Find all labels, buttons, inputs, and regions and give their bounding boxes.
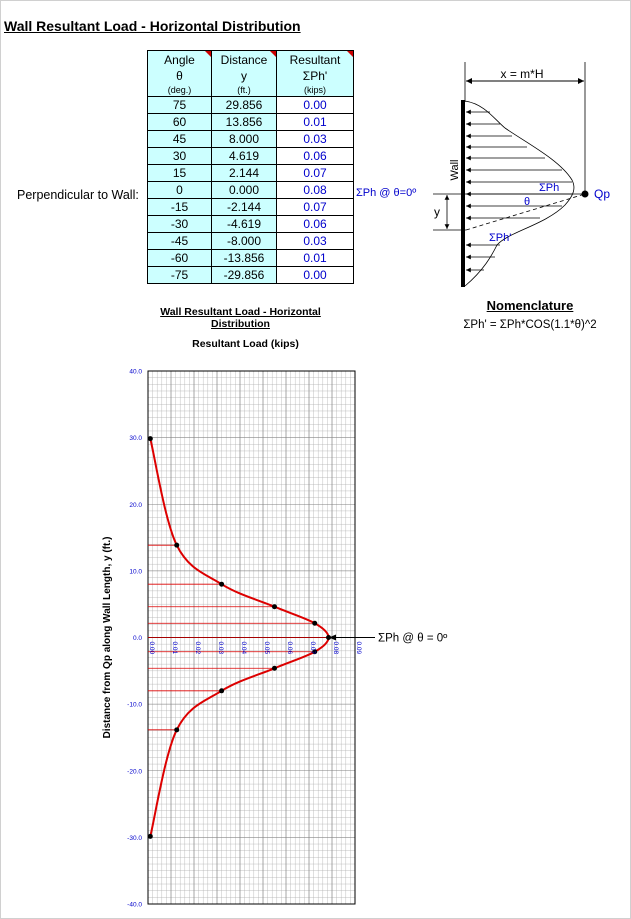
x-tick-label: 0.05 — [263, 642, 270, 655]
chart-subtitle: Resultant Load (kips) — [192, 338, 299, 350]
header-distance-symbol: y — [241, 69, 247, 83]
distance-cell[interactable]: -4.619 — [211, 215, 277, 233]
resultant-cell[interactable]: 0.07 — [276, 198, 354, 216]
data-point — [147, 436, 153, 442]
chart-title: Wall Resultant Load - Horizontal Distrib… — [160, 306, 321, 330]
distance-cell[interactable]: 0.000 — [211, 181, 277, 199]
x-tick-label: 0.07 — [309, 642, 316, 655]
angle-cell[interactable]: -60 — [147, 249, 212, 267]
nomenclature-title: Nomenclature — [486, 298, 574, 313]
distance-cell[interactable]: -8.000 — [211, 232, 277, 250]
table-row: 0 0.000 0.08 — [147, 181, 354, 199]
resultant-cell[interactable]: 0.08 — [276, 181, 354, 199]
perpendicular-label: Perpendicular to Wall: — [17, 188, 139, 202]
x-tick-label: 0.06 — [286, 642, 293, 655]
x-tick-label: 0.01 — [171, 642, 178, 655]
angle-cell[interactable]: -75 — [147, 266, 212, 284]
y-tick-label: -30.0 — [127, 835, 142, 842]
table-row: 30 4.619 0.06 — [147, 147, 354, 165]
header-angle: Angle θ (deg.) — [147, 50, 212, 97]
data-point — [219, 688, 225, 694]
x-tick-label: 0.08 — [332, 642, 339, 655]
distance-cell[interactable]: -13.856 — [211, 249, 277, 267]
y-tick-label: -40.0 — [127, 902, 142, 909]
data-point — [312, 649, 318, 655]
distance-cell[interactable]: 13.856 — [211, 113, 277, 131]
x-tick-label: 0.04 — [240, 642, 247, 655]
header-resultant-symbol: ΣPh' — [302, 69, 328, 83]
resultant-cell[interactable]: 0.00 — [276, 266, 354, 284]
y-tick-label: -10.0 — [127, 702, 142, 709]
y-tick-label: 30.0 — [129, 435, 142, 442]
y-tick-label: 40.0 — [129, 369, 142, 376]
table-row: -15 -2.144 0.07 — [147, 198, 354, 216]
x-tick-label: 0.00 — [148, 642, 155, 655]
header-angle-unit: (deg.) — [167, 85, 192, 95]
distance-cell[interactable]: 4.619 — [211, 147, 277, 165]
header-angle-symbol: θ — [176, 69, 183, 83]
data-point — [174, 727, 180, 733]
data-point — [272, 604, 277, 610]
y-axis-label: Distance from Qp along Wall Length, y (f… — [102, 537, 113, 739]
data-point — [174, 542, 180, 548]
comment-indicator-icon[interactable] — [205, 51, 211, 57]
y-tick-label: 20.0 — [129, 502, 142, 509]
angle-cell[interactable]: 15 — [147, 164, 212, 182]
resultant-cell[interactable]: 0.01 — [276, 249, 354, 267]
nomenclature-formula: ΣPh' = ΣPh*COS(1.1*θ)^2 — [463, 319, 597, 331]
table-body: 75 29.856 0.00 60 13.856 0.01 45 8.000 0.03 30 4.6… — [147, 96, 354, 284]
comment-indicator-icon[interactable] — [347, 51, 353, 57]
table-row: -30 -4.619 0.06 — [147, 215, 354, 233]
resultant-table: Angle θ (deg.) Distance y (ft.) Resultan… — [147, 50, 354, 284]
resultant-cell[interactable]: 0.01 — [276, 113, 354, 131]
angle-cell[interactable]: 60 — [147, 113, 212, 131]
distance-cell[interactable]: -2.144 — [211, 198, 277, 216]
data-point — [272, 665, 277, 671]
annotation-arrow-head-icon — [329, 634, 336, 641]
resultant-cell[interactable]: 0.07 — [276, 164, 354, 182]
header-resultant-unit: (kips) — [304, 85, 326, 95]
resultant-cell[interactable]: 0.03 — [276, 232, 354, 250]
distance-cell[interactable]: -29.856 — [211, 266, 277, 284]
y-tick-label: -20.0 — [127, 768, 142, 775]
header-distance-label: Distance — [220, 53, 268, 67]
table-row: -60 -13.856 0.01 — [147, 249, 354, 267]
resultant-cell[interactable]: 0.06 — [276, 215, 354, 233]
page-title: Wall Resultant Load - Horizontal Distrib… — [4, 18, 301, 34]
sum-ph-theta-zero-label: ΣPh @ θ=0º — [356, 187, 417, 199]
y-tick-label: 10.0 — [129, 568, 142, 575]
x-tick-label: 0.02 — [194, 642, 201, 655]
table-row: -75 -29.856 0.00 — [147, 266, 354, 284]
x-tick-label: 0.03 — [217, 642, 224, 655]
data-point — [219, 581, 225, 587]
distance-cell[interactable]: 8.000 — [211, 130, 277, 148]
table-header-row: Angle θ (deg.) Distance y (ft.) Resultan… — [147, 50, 354, 97]
distance-cell[interactable]: 29.856 — [211, 96, 277, 114]
header-distance: Distance y (ft.) — [211, 50, 277, 97]
header-resultant-label: Resultant — [289, 53, 341, 67]
data-point — [312, 620, 318, 626]
data-point — [147, 833, 153, 839]
annotation-label: ΣPh @ θ = 0º — [378, 633, 448, 645]
y-tick-label: 0.0 — [133, 635, 142, 642]
angle-cell[interactable]: 75 — [147, 96, 212, 114]
angle-cell[interactable]: 30 — [147, 147, 212, 165]
comment-indicator-icon[interactable] — [270, 51, 276, 57]
resultant-cell[interactable]: 0.06 — [276, 147, 354, 165]
x-tick-label: 0.09 — [355, 642, 362, 655]
table-row: 60 13.856 0.01 — [147, 113, 354, 131]
data-point — [326, 635, 332, 640]
header-distance-unit: (ft.) — [237, 85, 251, 95]
header-angle-label: Angle — [164, 53, 195, 67]
table-row: 75 29.856 0.00 — [147, 96, 354, 114]
header-resultant: Resultant ΣPh' (kips) — [276, 50, 354, 97]
